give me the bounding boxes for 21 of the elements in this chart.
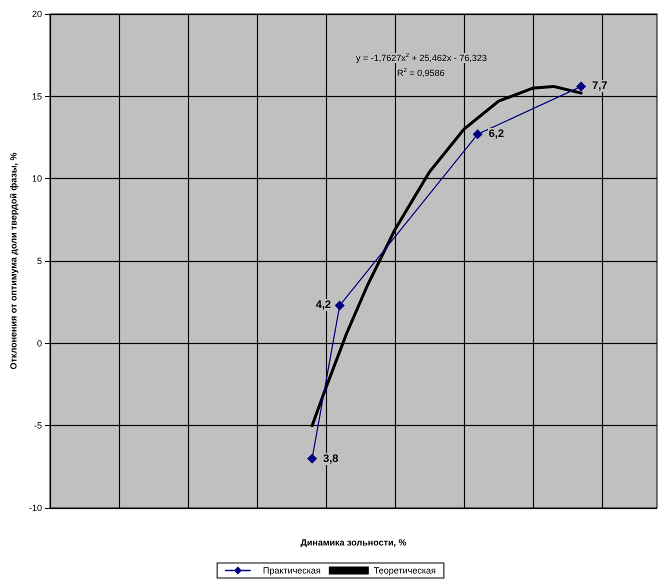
y-tick-label: 20 [32,9,42,19]
legend-label: Практическая [262,566,321,576]
y-tick-label: 5 [36,256,42,266]
x-axis-title: Динамика зольности, % [300,538,407,548]
annotation: y = -1,7627x$^{2}$ + 25,462x - 76,323 [355,53,488,63]
y-tick-label: -10 [28,503,42,513]
y-axis-title: Отклонения от оптимума доли твердой фазы, % [8,152,18,370]
point [576,81,586,92]
legend-label: Теоретическая [374,566,436,576]
point [472,129,483,140]
y-tick-label: 15 [32,91,42,102]
y-tick-label: 10 [32,174,42,184]
annotation: 6,2 [488,128,505,140]
y-tick-label: 0 [36,338,42,348]
annotation: 7,7 [591,80,608,92]
point [307,454,318,464]
annotation: 4,2 [314,299,332,312]
annotation: R$^{2}$ = 0,9586 [396,68,446,78]
point [334,300,345,310]
y-tick-label: -5 [34,420,42,431]
annotation: 3,8 [322,452,340,465]
